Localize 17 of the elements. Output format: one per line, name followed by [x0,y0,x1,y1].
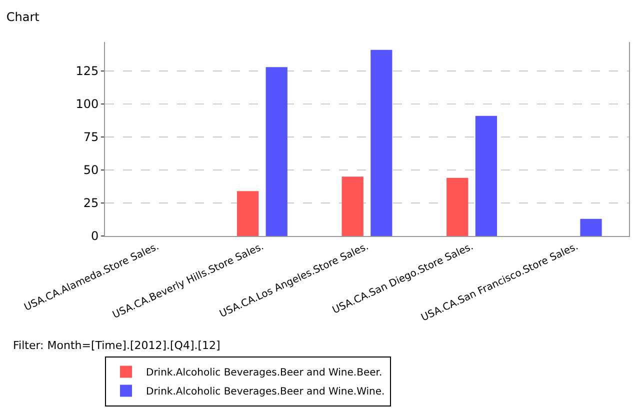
bar [236,191,259,236]
chart-title: Chart [6,10,40,24]
text: Filter: Month=[Time].[2012].[Q4].[12] [13,339,220,352]
y-tick-label: 125 [76,64,99,78]
y-tick-label: 75 [83,130,99,144]
y-tick-label: 0 [90,229,99,244]
bar [370,50,392,236]
bar [342,176,364,236]
legend-label: Drink.Alcoholic Beverages.Beer and Wine.Wine. [146,386,385,398]
y-tick-label: 25 [83,196,99,210]
bar [580,218,602,236]
legend-label: Drink.Alcoholic Beverages.Beer and Wine.Beer. [146,368,382,379]
bar [475,116,498,236]
bar [266,67,288,236]
y-tick-label: 100 [76,97,99,112]
bar [446,178,468,236]
y-tick-label: 50 [83,163,99,178]
